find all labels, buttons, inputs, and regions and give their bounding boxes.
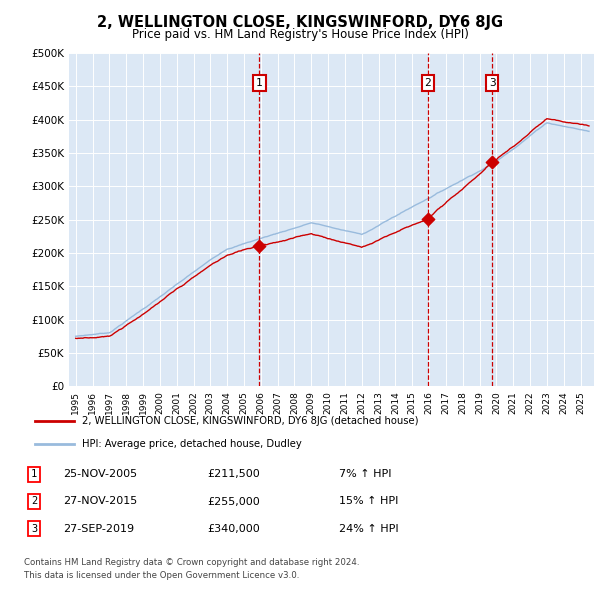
Text: 2: 2	[31, 497, 37, 506]
Text: Contains HM Land Registry data © Crown copyright and database right 2024.: Contains HM Land Registry data © Crown c…	[24, 558, 359, 566]
Text: £211,500: £211,500	[207, 470, 260, 479]
Text: 3: 3	[489, 78, 496, 88]
Text: 2, WELLINGTON CLOSE, KINGSWINFORD, DY6 8JG: 2, WELLINGTON CLOSE, KINGSWINFORD, DY6 8…	[97, 15, 503, 30]
Text: 27-SEP-2019: 27-SEP-2019	[63, 524, 134, 533]
Text: 25-NOV-2005: 25-NOV-2005	[63, 470, 137, 479]
Text: 1: 1	[31, 470, 37, 479]
Point	[254, 241, 264, 251]
Text: £340,000: £340,000	[207, 524, 260, 533]
Text: 2: 2	[424, 78, 431, 88]
Text: 15% ↑ HPI: 15% ↑ HPI	[339, 497, 398, 506]
Text: 7% ↑ HPI: 7% ↑ HPI	[339, 470, 391, 479]
Text: Price paid vs. HM Land Registry's House Price Index (HPI): Price paid vs. HM Land Registry's House …	[131, 28, 469, 41]
Text: 1: 1	[256, 78, 263, 88]
Point	[423, 214, 433, 224]
Text: 3: 3	[31, 524, 37, 533]
Text: £255,000: £255,000	[207, 497, 260, 506]
Text: 24% ↑ HPI: 24% ↑ HPI	[339, 524, 398, 533]
Text: 27-NOV-2015: 27-NOV-2015	[63, 497, 137, 506]
Text: 2, WELLINGTON CLOSE, KINGSWINFORD, DY6 8JG (detached house): 2, WELLINGTON CLOSE, KINGSWINFORD, DY6 8…	[82, 415, 418, 425]
Point	[487, 158, 497, 167]
Text: This data is licensed under the Open Government Licence v3.0.: This data is licensed under the Open Gov…	[24, 571, 299, 579]
Text: HPI: Average price, detached house, Dudley: HPI: Average price, detached house, Dudl…	[82, 439, 302, 449]
